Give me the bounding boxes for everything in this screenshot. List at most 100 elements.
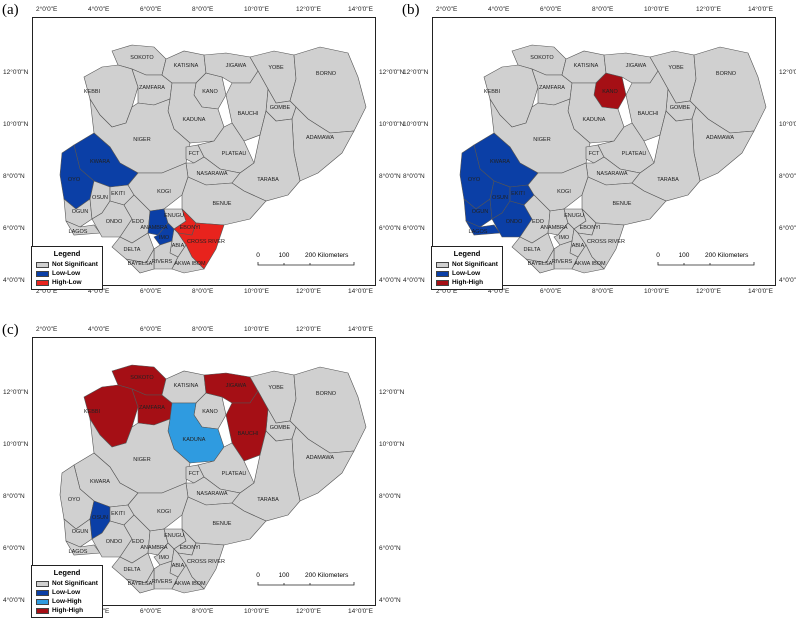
legend-label: High-High <box>52 607 84 614</box>
legend-item: Low-Low <box>36 588 98 597</box>
legend-swatch <box>436 270 449 277</box>
longitude-tick-label: 4°0'0"E <box>488 6 510 13</box>
state-bayelsa <box>125 247 155 274</box>
legend-swatch <box>36 270 49 277</box>
state-label: OYO <box>468 177 481 183</box>
longitude-tick-label: 2°0'0"E <box>436 6 458 13</box>
state-label: IMO <box>559 235 570 241</box>
longitude-tick-label: 6°0'0"E <box>140 6 162 13</box>
state-label: AKWA IBOM <box>574 261 606 267</box>
legend-swatch <box>436 279 449 286</box>
state-label: EDO <box>132 219 145 225</box>
state-label: JIGAWA <box>226 383 247 389</box>
legend-label: Not Significant <box>52 261 98 268</box>
latitude-tick-label: 10°0'0"N <box>3 121 29 128</box>
state-adamawa <box>291 106 355 182</box>
longitude-tick-label: 14°0'0"E <box>348 326 373 333</box>
state-label: EDO <box>132 539 145 545</box>
legend-swatch <box>36 261 49 268</box>
latitude-tick-label: 6°0'0"N <box>3 225 25 232</box>
latitude-tick-label: 8°0'0"N <box>779 173 796 180</box>
state-label: DELTA <box>524 247 541 253</box>
state-akwa-ibom <box>171 564 205 594</box>
state-label: BENUE <box>613 201 632 207</box>
state-label: EDO <box>532 219 545 225</box>
state-label: CROSS RIVER <box>187 559 225 565</box>
state-label: PLATEAU <box>222 151 247 157</box>
latitude-tick-label: 12°0'0"N <box>403 69 429 76</box>
legend-label: Not Significant <box>52 580 98 587</box>
latitude-tick-label: 10°0'0"N <box>379 441 405 448</box>
state-label: LAGOS <box>69 549 88 555</box>
state-label: ANAMBRA <box>140 225 168 231</box>
state-lagos <box>465 220 501 236</box>
latitude-tick-label: 10°0'0"N <box>3 441 29 448</box>
panel-letter: (a) <box>2 2 19 18</box>
state-label: NIGER <box>133 457 150 463</box>
longitude-tick-label: 8°0'0"E <box>192 608 214 615</box>
state-label: ENUGU <box>564 213 584 219</box>
state-label: OSUN <box>492 195 508 201</box>
scale-bar-label: 100 <box>279 252 290 259</box>
scale-bar-label: 0 <box>656 252 660 259</box>
state-label: LAGOS <box>469 229 488 235</box>
longitude-tick-label: 14°0'0"E <box>748 6 773 13</box>
state-label: BAYELSA <box>128 581 153 587</box>
legend-swatch <box>36 279 49 286</box>
latitude-tick-label: 4°0'0"N <box>379 277 401 284</box>
latitude-tick-label: 4°0'0"N <box>403 277 425 284</box>
scale-bar-label: 0 <box>256 252 260 259</box>
state-label: NASARAWA <box>596 171 627 177</box>
longitude-tick-label: 4°0'0"E <box>88 326 110 333</box>
state-label: ONDO <box>106 219 123 225</box>
state-label: ADAMAWA <box>706 135 734 141</box>
longitude-tick-label: 6°0'0"E <box>540 288 562 295</box>
state-label: CROSS RIVER <box>187 239 225 245</box>
legend-item: Low-Low <box>36 269 98 278</box>
legend-label: High-Low <box>52 279 82 286</box>
longitude-tick-label: 4°0'0"E <box>88 288 110 295</box>
state-label: NIGER <box>133 137 150 143</box>
legend-swatch <box>36 589 49 596</box>
latitude-tick-label: 6°0'0"N <box>3 545 25 552</box>
latitude-tick-label: 8°0'0"N <box>3 493 25 500</box>
state-label: ANAMBRA <box>540 225 568 231</box>
state-benue <box>181 176 267 226</box>
state-label: BAUCHI <box>638 111 659 117</box>
state-label: TARABA <box>257 177 279 183</box>
latitude-tick-label: 6°0'0"N <box>403 225 425 232</box>
state-label: AKWA IBOM <box>174 581 206 587</box>
state-label: KANO <box>202 409 218 415</box>
state-label: ADAMAWA <box>306 455 334 461</box>
state-benue <box>181 496 267 546</box>
latitude-tick-label: 8°0'0"N <box>379 493 401 500</box>
state-label: KWARA <box>490 159 510 165</box>
longitude-tick-label: 8°0'0"E <box>192 6 214 13</box>
longitude-tick-label: 8°0'0"E <box>592 6 614 13</box>
longitude-tick-label: 10°0'0"E <box>244 326 269 333</box>
longitude-tick-label: 10°0'0"E <box>644 288 669 295</box>
legend-label: Low-Low <box>452 270 481 277</box>
state-label: BORNO <box>316 71 337 77</box>
panel-letter: (b) <box>402 2 420 18</box>
state-label: GOMBE <box>670 105 691 111</box>
state-label: RIVERS <box>552 259 573 265</box>
state-label: BORNO <box>316 391 337 397</box>
scale-bar: 0 100 200 Kilometers <box>256 572 355 586</box>
state-label: KEBBI <box>84 409 101 415</box>
state-label: GOMBE <box>270 105 291 111</box>
latitude-tick-label: 8°0'0"N <box>3 173 25 180</box>
legend-label: High-High <box>452 279 484 286</box>
legend-title: Legend <box>453 249 481 258</box>
state-label: KADUNA <box>183 437 206 443</box>
state-label: KADUNA <box>183 117 206 123</box>
state-label: DELTA <box>124 567 141 573</box>
scale-bar-label: 100 <box>679 252 690 259</box>
state-label: ABIA <box>172 563 185 569</box>
state-label: ANAMBRA <box>140 545 168 551</box>
state-label: OGUN <box>72 529 89 535</box>
state-label: KOGI <box>157 509 171 515</box>
latitude-tick-label: 4°0'0"N <box>379 597 401 604</box>
state-label: FCT <box>589 151 600 157</box>
legend-item: Not Significant <box>436 260 498 269</box>
